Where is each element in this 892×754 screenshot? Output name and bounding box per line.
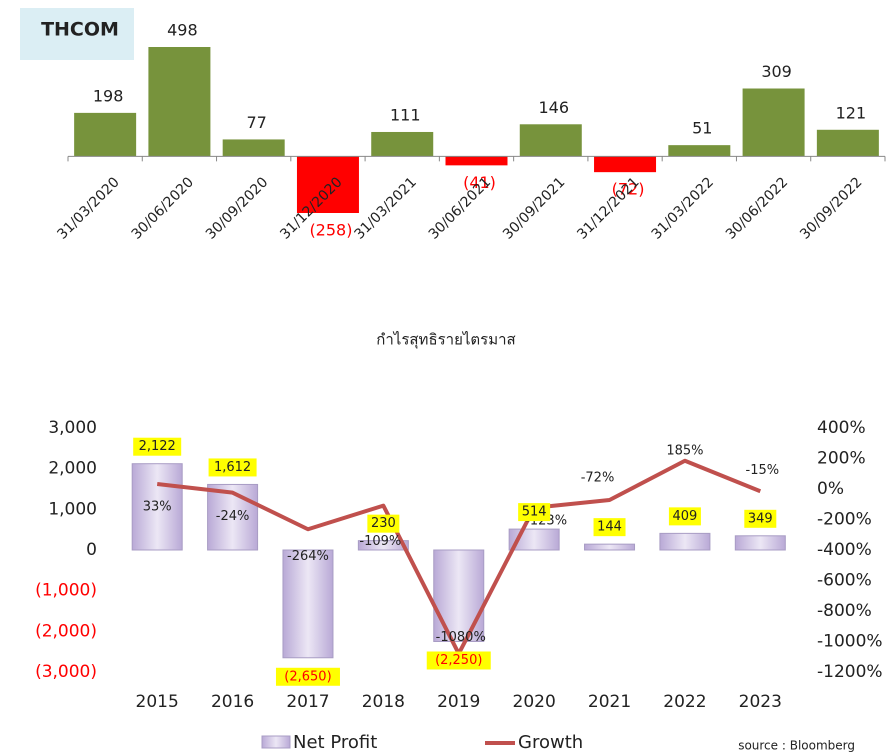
x-tick-label: 30/06/2022 xyxy=(723,174,791,242)
bar xyxy=(296,156,359,213)
x-tick-label: 2015 xyxy=(136,692,179,712)
data-label: (72) xyxy=(612,180,645,199)
bar xyxy=(282,549,334,659)
y2-tick-label: -1200% xyxy=(817,662,883,682)
data-label: 1,612 xyxy=(214,460,251,475)
data-label: 111 xyxy=(390,105,421,124)
legend-label: Net Profit xyxy=(293,732,377,753)
data-label: 144 xyxy=(597,520,622,535)
bar xyxy=(371,131,434,157)
y2-tick-label: 400% xyxy=(817,418,866,438)
x-tick-label: 30/09/2021 xyxy=(500,174,568,242)
data-label: 349 xyxy=(748,511,773,526)
data-label: 2,122 xyxy=(139,439,176,454)
data-label: 51 xyxy=(692,119,712,138)
growth-label: -1080% xyxy=(436,630,486,645)
x-tick-label: 31/03/2020 xyxy=(54,174,122,242)
y-tick-label: 0 xyxy=(86,540,97,560)
y-tick-label: (1,000) xyxy=(35,581,97,601)
bar xyxy=(816,129,879,157)
data-label: (2,250) xyxy=(435,653,482,668)
y-tick-label: 3,000 xyxy=(48,418,97,438)
growth-label: -72% xyxy=(581,470,615,485)
x-tick-label: 31/03/2021 xyxy=(352,174,420,242)
bar xyxy=(148,47,211,157)
x-tick-label: 2023 xyxy=(739,692,782,712)
data-label: 309 xyxy=(761,62,792,81)
data-label: (41) xyxy=(463,173,496,192)
x-tick-label: 30/06/2020 xyxy=(129,174,197,242)
data-label: 230 xyxy=(371,516,396,531)
x-tick-label: 2022 xyxy=(663,692,706,712)
data-label: 409 xyxy=(673,509,698,524)
x-tick-label: 31/12/2021 xyxy=(574,174,642,242)
growth-label: 33% xyxy=(143,499,172,514)
bar xyxy=(584,543,636,551)
x-tick-label: 2019 xyxy=(437,692,480,712)
label-highlight xyxy=(275,667,340,686)
bar xyxy=(74,112,137,157)
data-label: 514 xyxy=(522,505,547,520)
data-label: 121 xyxy=(836,103,867,122)
bar xyxy=(594,156,657,173)
data-label: 77 xyxy=(247,113,267,132)
bar xyxy=(131,463,183,551)
bar xyxy=(433,549,485,642)
bar xyxy=(222,139,285,157)
x-tick-label: 31/03/2022 xyxy=(649,174,717,242)
x-tick-label: 2017 xyxy=(286,692,329,712)
bar xyxy=(668,145,731,157)
x-tick-label: 2020 xyxy=(513,692,556,712)
label-highlight xyxy=(744,509,777,528)
growth-label: 185% xyxy=(666,443,703,458)
x-tick-label: 30/09/2022 xyxy=(797,174,865,242)
y2-tick-label: -800% xyxy=(817,601,872,621)
x-tick-label: 30/09/2020 xyxy=(203,174,271,242)
data-label: (2,650) xyxy=(284,669,331,684)
label-highlight xyxy=(367,514,400,533)
legend-swatch xyxy=(261,735,291,749)
y-tick-label: (2,000) xyxy=(35,621,97,641)
y2-tick-label: 0% xyxy=(817,479,844,499)
label-highlight xyxy=(208,458,257,477)
y2-tick-label: 200% xyxy=(817,449,866,469)
bar xyxy=(659,532,711,551)
y-tick-label: 2,000 xyxy=(48,459,97,479)
x-tick-label: 2018 xyxy=(362,692,405,712)
bar xyxy=(357,540,409,551)
data-label: 146 xyxy=(538,98,569,117)
y2-tick-label: -1000% xyxy=(817,632,883,652)
y2-tick-label: -400% xyxy=(817,540,872,560)
label-highlight xyxy=(593,518,626,537)
y-tick-label: (3,000) xyxy=(35,662,97,682)
bar xyxy=(207,483,259,551)
label-highlight xyxy=(133,437,182,456)
bar xyxy=(519,124,582,157)
bar xyxy=(734,535,786,551)
label-highlight xyxy=(518,503,551,522)
growth-label: -109% xyxy=(359,534,401,549)
label-highlight xyxy=(426,651,491,670)
bar xyxy=(742,88,805,157)
label-highlight xyxy=(668,507,701,526)
chart-title: THCOM xyxy=(41,19,119,41)
data-label: 498 xyxy=(167,21,198,40)
x-axis-label: กำไรสุทธิรายไตรมาส xyxy=(376,331,515,350)
y2-tick-label: -600% xyxy=(817,571,872,591)
y2-tick-label: -200% xyxy=(817,510,872,530)
x-tick-label: 2016 xyxy=(211,692,254,712)
x-tick-label: 30/06/2021 xyxy=(426,174,494,242)
title-box xyxy=(20,8,134,60)
data-label: (258) xyxy=(309,221,352,240)
growth-label: -15% xyxy=(746,463,780,478)
data-label: 198 xyxy=(93,86,124,105)
y-tick-label: 1,000 xyxy=(48,499,97,519)
growth-label: -24% xyxy=(216,509,250,524)
growth-label: -264% xyxy=(287,549,329,564)
legend-label: Growth xyxy=(518,732,583,753)
source: source : Bloomberg xyxy=(738,739,855,753)
x-tick-label: 2021 xyxy=(588,692,631,712)
bar xyxy=(445,156,508,166)
